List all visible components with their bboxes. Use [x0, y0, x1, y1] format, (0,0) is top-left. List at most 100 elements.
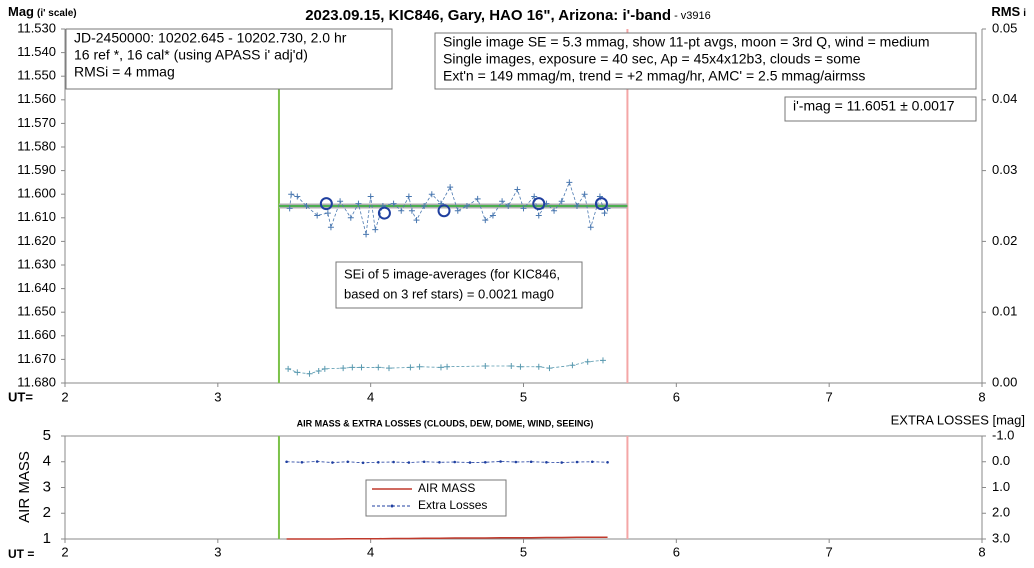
point	[584, 358, 591, 365]
point	[558, 198, 565, 205]
point	[321, 365, 328, 372]
annotation-text: SEi of 5 image-averages (for KIC846,	[344, 266, 560, 281]
point	[489, 212, 496, 219]
point	[367, 193, 374, 200]
point	[463, 203, 470, 209]
point	[438, 460, 441, 464]
point	[300, 460, 304, 464]
y-tick-label: 4	[43, 453, 51, 470]
point	[428, 191, 435, 198]
x-tick-label: 2	[61, 389, 68, 404]
point	[566, 179, 573, 186]
chart-title: AIR MASS & EXTRA LOSSES (CLOUDS, DEW, DO…	[297, 418, 594, 428]
annotation-text: 16 ref *, 16 cal* (using APASS i' adj'd)	[74, 47, 308, 63]
y-axis-label: Mag (i' scale)	[8, 4, 77, 19]
point	[340, 365, 347, 372]
series-line	[286, 461, 608, 464]
point	[358, 364, 365, 371]
y-tick-label: 11.590	[17, 162, 56, 177]
x-tick-label: 4	[367, 389, 374, 404]
point	[575, 460, 579, 464]
point	[361, 461, 365, 465]
legend-label: Extra Losses	[418, 498, 487, 512]
x-tick-label: 5	[520, 544, 527, 559]
y-tick-label: 11.660	[17, 327, 56, 342]
y2-axis-label: RMS i	[991, 4, 1026, 19]
y2-tick-label: -1.0	[992, 427, 1014, 442]
point	[499, 198, 506, 205]
point	[405, 193, 412, 200]
point	[573, 203, 580, 209]
point	[372, 226, 379, 233]
point	[599, 357, 606, 364]
point	[413, 217, 420, 224]
point	[285, 460, 288, 464]
annotation-text: JD-2450000: 10202.645 - 10202.730, 2.0 h…	[74, 30, 347, 46]
x-tick-label: 6	[673, 544, 680, 559]
x-tick-label: 3	[214, 544, 221, 559]
point	[581, 191, 588, 198]
point	[303, 203, 310, 209]
y-tick-label: 11.550	[17, 68, 56, 83]
point	[324, 210, 331, 217]
point	[331, 461, 334, 464]
point	[346, 460, 350, 464]
point	[444, 363, 451, 370]
x-tick-label: 7	[826, 544, 833, 559]
y-tick-label: 11.580	[17, 138, 56, 153]
point	[535, 363, 542, 370]
y-tick-label: 11.620	[17, 233, 56, 248]
point	[569, 362, 576, 369]
point	[474, 195, 481, 202]
y2-tick-label: 0.04	[992, 91, 1017, 106]
chart-title: 2023.09.15, KIC846, Gary, HAO 16", Arizo…	[305, 7, 711, 24]
y2label-sub: i	[1023, 8, 1026, 19]
point	[508, 363, 515, 370]
point	[447, 184, 454, 191]
point	[483, 460, 487, 464]
x-tick-label: 6	[673, 389, 680, 404]
point	[482, 217, 489, 224]
legend-box	[365, 479, 507, 517]
annotation-box	[434, 32, 977, 90]
y-tick-label: 11.560	[17, 91, 56, 106]
point	[531, 193, 538, 200]
y-tick-label: 1	[43, 530, 51, 547]
point	[314, 212, 321, 219]
point	[560, 461, 564, 464]
point	[545, 460, 548, 464]
point	[587, 224, 594, 231]
point	[347, 214, 354, 221]
y2-tick-label: 0.05	[992, 20, 1017, 35]
average-point	[594, 197, 608, 211]
point	[437, 364, 444, 371]
y2-tick-label: 0.03	[992, 162, 1017, 177]
legend-label: AIR MASS	[418, 481, 475, 495]
point	[468, 461, 472, 464]
point	[482, 363, 489, 370]
point	[294, 369, 301, 376]
point	[315, 367, 322, 374]
y2-tick-label: 2.0	[992, 505, 1010, 520]
y2-tick-label: 1.0	[992, 479, 1010, 494]
x-axis-label: UT=	[8, 389, 33, 404]
point	[407, 461, 411, 464]
annotation-text: Single image SE = 5.3 mmag, show 11-pt a…	[443, 34, 929, 50]
point	[520, 205, 527, 212]
y-tick-label: 3	[43, 478, 51, 495]
point	[407, 364, 414, 371]
point	[546, 365, 553, 372]
point	[529, 460, 533, 464]
annotation-text: based on 3 ref stars) = 0.0021 mag0	[344, 286, 554, 301]
y-tick-label: 11.680	[17, 374, 56, 389]
point	[375, 364, 382, 371]
point	[535, 212, 542, 219]
point	[606, 460, 609, 464]
point	[514, 186, 521, 193]
series-line	[287, 359, 604, 375]
average-point	[437, 204, 451, 218]
x-tick-label: 4	[367, 544, 374, 559]
point	[517, 363, 524, 370]
y2-tick-label: 0.00	[992, 374, 1017, 389]
y-tick-label: 11.640	[17, 280, 56, 295]
